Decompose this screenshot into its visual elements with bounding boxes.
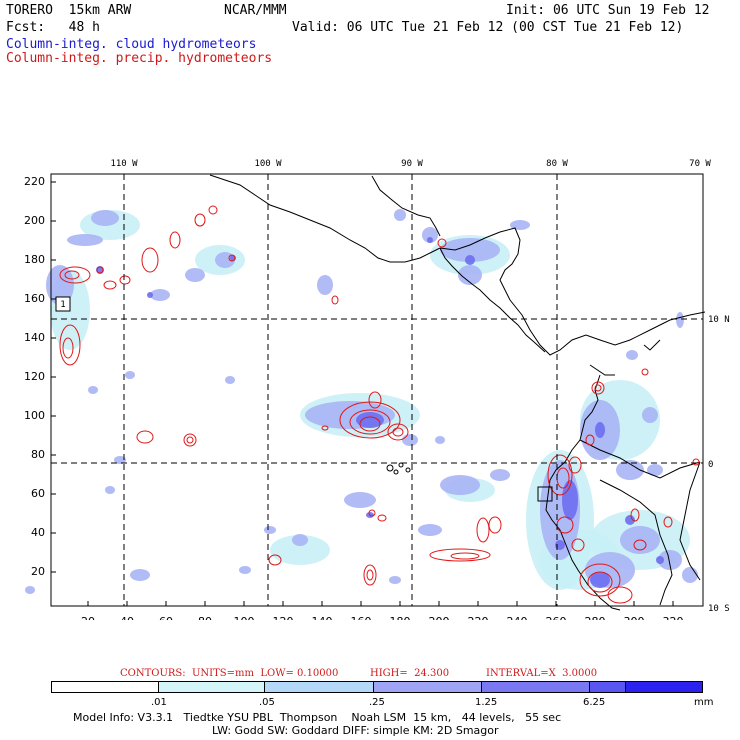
colorbar-segment <box>374 682 482 692</box>
colorbar-segment <box>265 682 375 692</box>
precip-contours <box>59 205 700 604</box>
colorbar-segment <box>626 682 703 692</box>
lon-label-90w: 90 W <box>401 159 423 169</box>
x-tick-label: 120 <box>273 615 294 620</box>
colorbar-segment <box>481 682 591 692</box>
x-tick-label: 100 <box>234 615 255 620</box>
valid-time: Valid: 06 UTC Tue 21 Feb 12 (00 CST Tue … <box>292 20 684 35</box>
latlon-grid <box>51 174 703 606</box>
x-tick-label: 60 <box>159 615 173 620</box>
x-tick-label: 280 <box>585 615 606 620</box>
y-axis-ticks: 220 200 180 160 140 120 100 80 60 40 20 <box>24 175 56 578</box>
lon-label-70w: 70 W <box>689 159 711 169</box>
y-tick-label: 40 <box>31 526 45 539</box>
x-tick-label: 200 <box>429 615 450 620</box>
lon-label-80w: 80 W <box>546 159 568 169</box>
lon-label-110w: 110 W <box>110 159 138 169</box>
x-tick-label: 260 <box>546 615 567 620</box>
lat-label-10n: 10 N <box>708 315 730 325</box>
forecast-hour: Fcst: 48 h <box>6 20 100 35</box>
lat-label-10s: 10 S <box>708 604 730 614</box>
colorbar <box>51 681 703 693</box>
x-tick-label: 240 <box>507 615 528 620</box>
lat-label-0: 0 <box>708 460 713 470</box>
location-box-2 <box>537 486 553 502</box>
x-tick-label: 220 <box>468 615 489 620</box>
init-time: Init: 06 UTC Sun 19 Feb 12 <box>506 3 710 18</box>
contour-units: CONTOURS: UNITS=mm LOW= 0.10000 <box>120 668 339 679</box>
colorbar-label-4: 6.25 <box>583 697 606 708</box>
field-cloud-label: Column-integ. cloud hydrometeors <box>6 37 257 52</box>
x-tick-label: 80 <box>198 615 212 620</box>
location-box-1 <box>55 296 71 312</box>
colorbar-unit: mm <box>694 697 714 708</box>
y-tick-label: 60 <box>31 487 45 500</box>
colorbar-label-0: .01 <box>151 697 167 708</box>
physics-info: LW: Godd SW: Goddard DIFF: simple KM: 2D… <box>212 724 499 737</box>
colorbar-label-3: 1.25 <box>475 697 498 708</box>
x-tick-label: 180 <box>390 615 411 620</box>
y-tick-label: 120 <box>24 370 45 383</box>
colorbar-label-2: .25 <box>369 697 385 708</box>
map-frame <box>50 173 704 607</box>
x-tick-label: 40 <box>120 615 134 620</box>
x-tick-label: 20 <box>81 615 95 620</box>
field-precip-label: Column-integ. precip. hydrometeors <box>6 51 273 66</box>
model-info: Model Info: V3.3.1 Tiedtke YSU PBL Thomp… <box>73 711 562 724</box>
y-tick-label: 180 <box>24 253 45 266</box>
colorbar-label-1: .05 <box>259 697 275 708</box>
contour-high: HIGH= 24.300 <box>370 668 450 679</box>
location-box-label: 1 <box>60 300 65 310</box>
x-axis-ticks: 20 40 60 80 100 120 140 160 180 200 220 240 260 280 30… <box>81 601 684 620</box>
y-tick-label: 20 <box>31 565 45 578</box>
model-title: TORERO 15km ARW <box>6 3 132 18</box>
colorbar-segment <box>158 682 266 692</box>
y-tick-label: 220 <box>24 175 45 188</box>
y-tick-label: 80 <box>31 448 45 461</box>
lon-label-100w: 100 W <box>254 159 282 169</box>
x-tick-label: 320 <box>663 615 684 620</box>
y-tick-label: 200 <box>24 214 45 227</box>
y-tick-label: 140 <box>24 331 45 344</box>
colorbar-segment <box>52 682 159 692</box>
galapagos-islands <box>386 462 411 475</box>
center-name: NCAR/MMM <box>224 3 287 18</box>
colorbar-segment <box>590 682 627 692</box>
x-tick-label: 300 <box>624 615 645 620</box>
x-tick-label: 160 <box>351 615 372 620</box>
x-tick-label: 140 <box>312 615 333 620</box>
y-tick-label: 100 <box>24 409 45 422</box>
y-tick-label: 160 <box>24 292 45 305</box>
coastline <box>209 174 706 611</box>
contour-interval: INTERVAL=X 3.0000 <box>486 668 598 679</box>
forecast-map: 110 W 100 W 90 W 80 W 70 W 10 N 0 10 S <box>24 159 730 620</box>
